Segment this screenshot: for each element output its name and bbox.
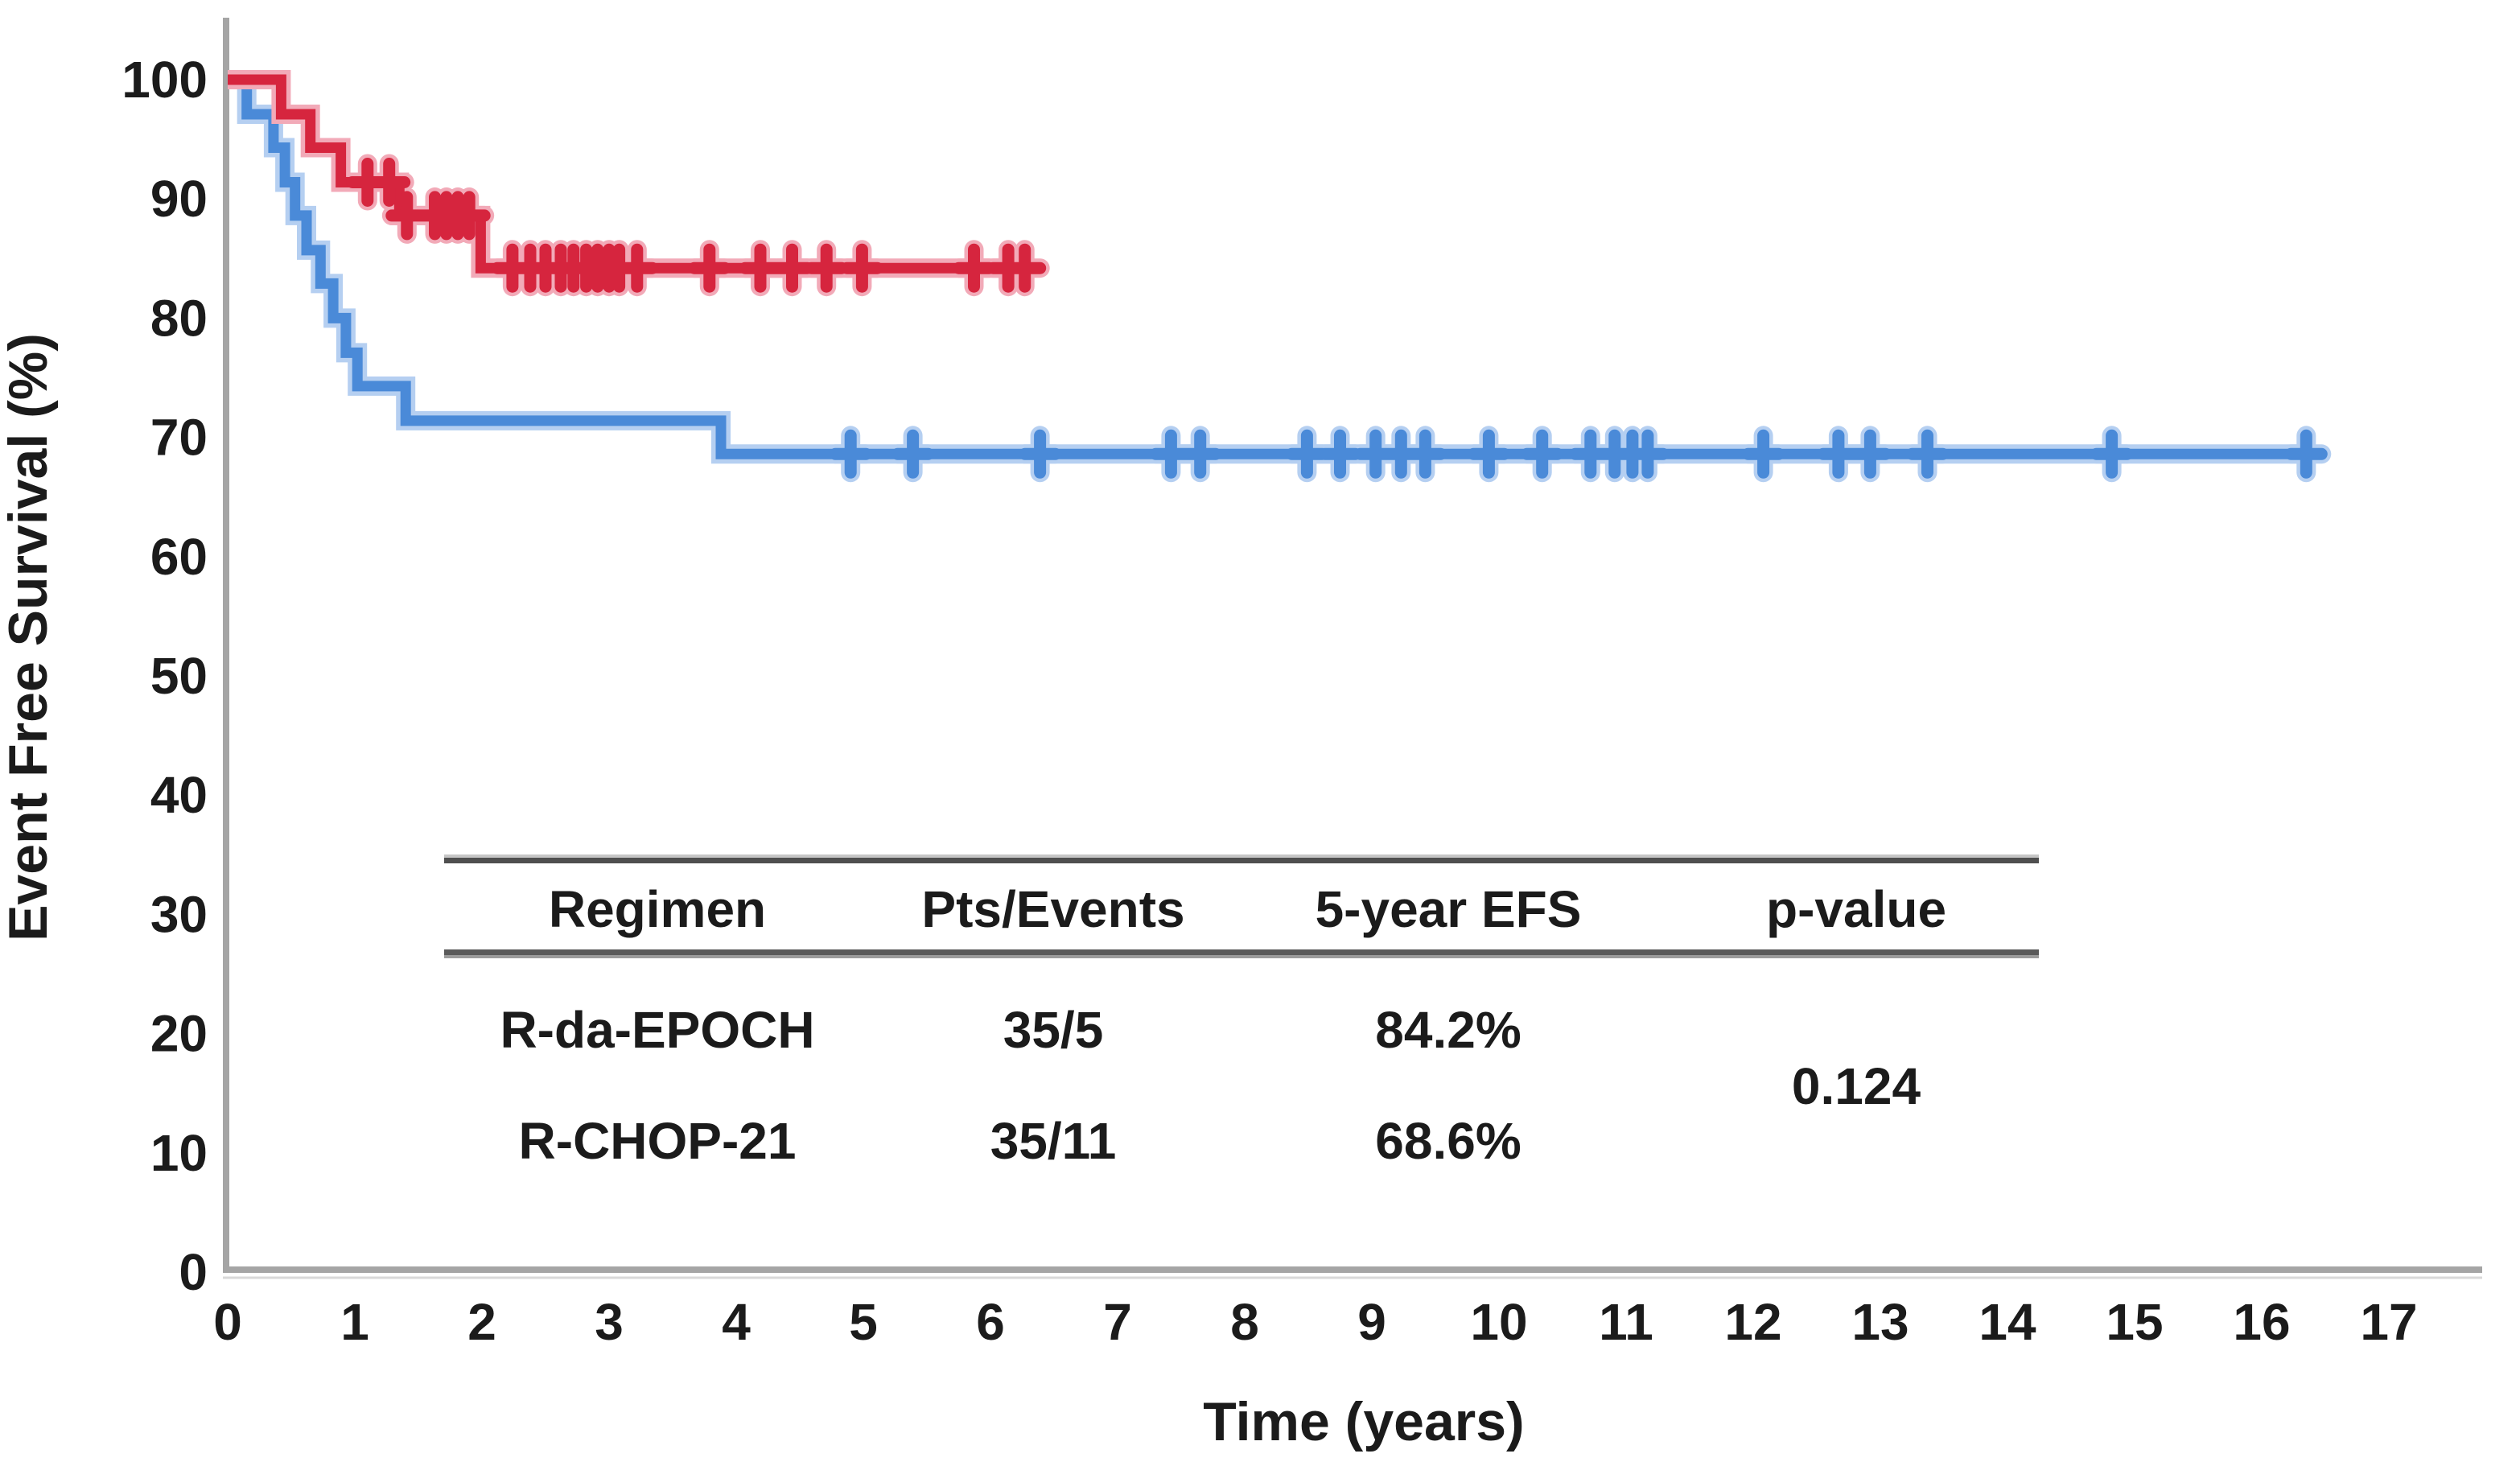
x-tick-label-8: 8 [1230,1293,1259,1351]
cell-pts-events-red: 35/5 [1003,1001,1104,1059]
y-tick-label-100: 100 [121,51,208,109]
y-tick-label-20: 20 [150,1005,208,1063]
x-tick-labels: 0 1 2 3 4 5 6 7 8 9 10 11 12 13 14 15 16 17 [213,1293,2417,1351]
y-tick-label-30: 30 [150,885,208,943]
series-layer [228,70,2332,483]
curve-line [228,74,2313,459]
y-tick-labels: 0 10 20 30 40 50 60 70 80 90 100 [121,51,208,1301]
x-tick-label-12: 12 [1724,1293,1781,1351]
x-tick-label-6: 6 [976,1293,1005,1351]
y-tick-label-60: 60 [150,528,208,586]
x-tick-label-17: 17 [2360,1293,2417,1351]
cell-regimen-red: R-da-EPOCH [500,1001,814,1059]
x-tick-label-4: 4 [722,1293,751,1351]
x-tick-label-9: 9 [1357,1293,1386,1351]
x-tick-label-10: 10 [1470,1293,1527,1351]
cell-regimen-blue: R-CHOP-21 [519,1112,797,1170]
table-rule-top [444,854,2039,863]
curve-line [228,74,1025,274]
table-row-r-da-epoch: R-da-EPOCH 35/5 84.2% [500,1001,1521,1059]
x-tick-label-1: 1 [340,1293,369,1351]
y-tick-label-50: 50 [150,647,208,705]
censor-marks [346,158,1047,293]
x-tick-label-15: 15 [2106,1293,2163,1351]
table-header-regimen: Regimen [549,880,766,938]
summary-table: Regimen Pts/Events 5-year EFS p-value R-… [444,854,2039,1170]
cell-p-value: 0.124 [1792,1057,1921,1115]
x-tick-label-7: 7 [1103,1293,1132,1351]
x-tick-label-14: 14 [1979,1293,2036,1351]
x-tick-label-16: 16 [2233,1293,2290,1351]
y-tick-label-70: 70 [150,409,208,467]
x-tick-label-3: 3 [595,1293,624,1351]
x-tick-label-13: 13 [1851,1293,1909,1351]
cell-efs-blue: 68.6% [1375,1112,1521,1170]
x-tick-label-5: 5 [849,1293,878,1351]
table-header-5-year-efs: 5-year EFS [1316,880,1582,938]
x-tick-label-11: 11 [1599,1293,1653,1351]
table-row-r-chop-21: R-CHOP-21 35/11 68.6% [519,1112,1521,1170]
table-header-p-value: p-value [1766,880,1946,938]
x-tick-label-0: 0 [213,1293,242,1351]
x-axis-title: Time (years) [1203,1391,1524,1452]
y-tick-label-0: 0 [179,1243,208,1301]
y-tick-label-40: 40 [150,766,208,824]
y-tick-label-80: 80 [150,289,208,347]
x-tick-label-2: 2 [467,1293,496,1351]
y-tick-label-90: 90 [150,170,208,228]
cell-efs-red: 84.2% [1375,1001,1521,1059]
cell-pts-events-blue: 35/11 [990,1112,1117,1170]
censor-marks [829,429,2328,479]
y-tick-label-10: 10 [150,1124,208,1182]
table-header-pts-events: Pts/Events [921,880,1184,938]
series-r-da-epoch [228,70,1050,297]
table-rule-middle [444,949,2039,958]
y-axis-title: Event Free Survival (%) [0,333,59,941]
series-r-chop-21 [228,70,2332,483]
